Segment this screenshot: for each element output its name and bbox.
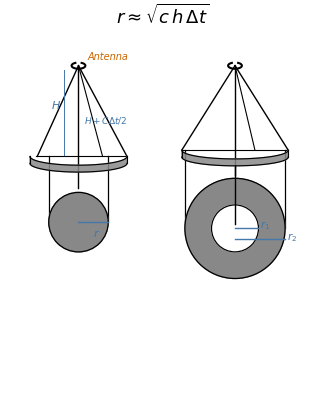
Circle shape (185, 178, 285, 278)
Text: $r \approx \sqrt{c\,h\,\Delta t}$: $r \approx \sqrt{c\,h\,\Delta t}$ (116, 4, 210, 28)
Polygon shape (30, 156, 127, 172)
Text: $r_1$: $r_1$ (260, 219, 270, 232)
Text: $r$: $r$ (93, 228, 100, 239)
Text: $H$: $H$ (51, 99, 61, 111)
Text: $H + C\Delta t/2$: $H + C\Delta t/2$ (84, 115, 127, 126)
Text: $r_2$: $r_2$ (287, 231, 297, 244)
Circle shape (212, 205, 259, 252)
Polygon shape (182, 150, 288, 166)
Text: Antenna: Antenna (88, 52, 129, 62)
Circle shape (49, 192, 108, 252)
